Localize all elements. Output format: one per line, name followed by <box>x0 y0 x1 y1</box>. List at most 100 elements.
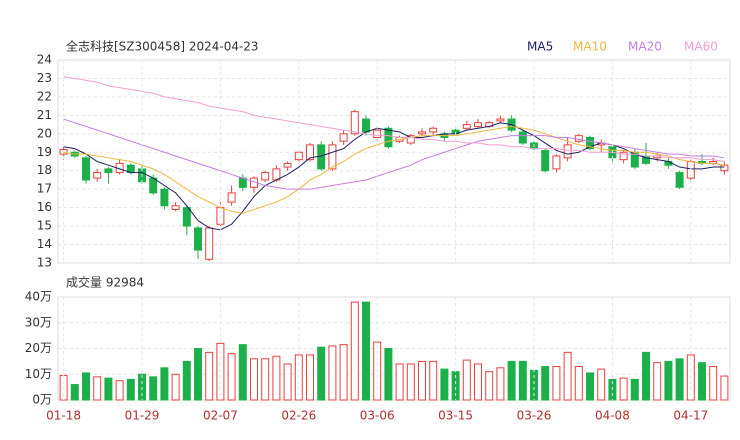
y-tick-label: 10万 <box>25 367 52 381</box>
candle-body <box>160 188 169 207</box>
y-tick-label: 22 <box>37 89 52 103</box>
x-tick-label: 03-15 <box>438 409 473 423</box>
candle-body <box>283 162 292 168</box>
candle-body <box>205 227 214 260</box>
y-tick-label: 21 <box>37 108 52 122</box>
volume-bar <box>418 360 426 401</box>
candle-body <box>362 118 370 133</box>
y-tick-label: 30万 <box>25 315 52 329</box>
volume-bar <box>395 363 404 401</box>
candle-body <box>720 164 729 172</box>
volume-bar <box>126 378 135 401</box>
volume-bar <box>250 358 258 401</box>
candle-body <box>306 144 314 161</box>
x-tick-label: 03-06 <box>360 409 395 423</box>
volume-bar <box>317 346 326 401</box>
volume-bar <box>362 301 370 401</box>
candle-body <box>328 144 337 170</box>
candle-body <box>552 155 561 170</box>
volume-bar <box>238 344 247 401</box>
candle-body <box>429 127 438 133</box>
candle-body <box>171 205 180 210</box>
candle-body <box>541 149 550 172</box>
volume-bar <box>597 368 606 401</box>
candle-body <box>418 131 426 135</box>
volume-bar <box>642 351 650 401</box>
volume-bar <box>205 351 214 401</box>
volume-bar <box>496 367 505 401</box>
volume-bar <box>306 354 314 401</box>
volume-bar <box>115 380 124 401</box>
volume-title: 成交量 92984 <box>66 275 144 290</box>
y-tick-label: 20万 <box>25 341 52 355</box>
volume-bar <box>552 366 561 401</box>
x-tick-label: 02-26 <box>281 409 316 423</box>
y-tick-label: 20 <box>37 126 52 140</box>
volume-bar <box>406 363 415 401</box>
candle-body <box>496 118 505 122</box>
volume-bar <box>93 376 102 401</box>
legend-label: MA10 <box>573 40 607 54</box>
candle-body <box>339 133 348 142</box>
candle-body <box>474 122 482 127</box>
x-tick-label: 03-26 <box>517 409 552 423</box>
ma-line <box>63 76 725 162</box>
y-tick-label: 0万 <box>32 393 52 407</box>
volume-bar <box>261 358 270 401</box>
y-tick-label: 15 <box>37 219 52 233</box>
candle-body <box>675 172 684 188</box>
candle-body <box>518 131 527 144</box>
volume-bar <box>227 353 236 401</box>
volume-bar <box>462 359 471 401</box>
volume-bar <box>440 368 449 401</box>
volume-bar <box>429 360 438 401</box>
y-tick-label: 16 <box>37 200 52 214</box>
candle-body <box>238 177 247 188</box>
x-tick-label: 04-17 <box>673 409 708 423</box>
volume-bar <box>70 384 79 401</box>
y-tick-label: 17 <box>37 182 52 196</box>
volume-bar <box>563 351 572 401</box>
volume-bar <box>384 348 393 401</box>
volume-bar <box>350 301 359 401</box>
volume-bar <box>104 377 113 401</box>
candle-body <box>149 177 158 194</box>
candle-body <box>586 137 594 150</box>
volume-bar <box>541 366 550 401</box>
volume-bar <box>630 378 639 401</box>
volume-bar <box>709 366 718 401</box>
volume-bar <box>485 371 494 401</box>
volume-bar <box>283 363 292 401</box>
volume-bar <box>149 376 158 401</box>
volume-bar <box>171 373 180 401</box>
candle-body <box>384 127 393 148</box>
candle-body <box>619 151 628 161</box>
candle-body <box>406 135 415 144</box>
candle-body <box>563 144 572 159</box>
candle-body <box>350 111 359 135</box>
candle-body <box>574 135 583 142</box>
y-tick-label: 13 <box>37 256 52 270</box>
candle-body <box>93 172 102 179</box>
candle-body <box>317 144 326 170</box>
ma-line <box>63 122 725 231</box>
volume-bar <box>675 358 684 401</box>
volume-bar <box>574 366 583 401</box>
volume-bar <box>720 375 729 401</box>
y-tick-label: 40万 <box>25 290 52 304</box>
candle-body <box>82 157 90 181</box>
legend-label: MA20 <box>628 40 662 54</box>
volume-bar <box>664 360 673 401</box>
ma-line <box>63 118 725 190</box>
ma-line <box>63 125 725 214</box>
legend-label: MA5 <box>527 40 553 54</box>
volume-bar <box>194 348 202 401</box>
volume-bar <box>507 360 516 401</box>
candle-body <box>261 172 270 181</box>
volume-bar <box>619 377 628 401</box>
plot-frame <box>57 59 731 264</box>
x-tick-label: 01-29 <box>125 409 160 423</box>
volume-bar <box>518 360 527 401</box>
legend-label: MA60 <box>684 40 718 54</box>
